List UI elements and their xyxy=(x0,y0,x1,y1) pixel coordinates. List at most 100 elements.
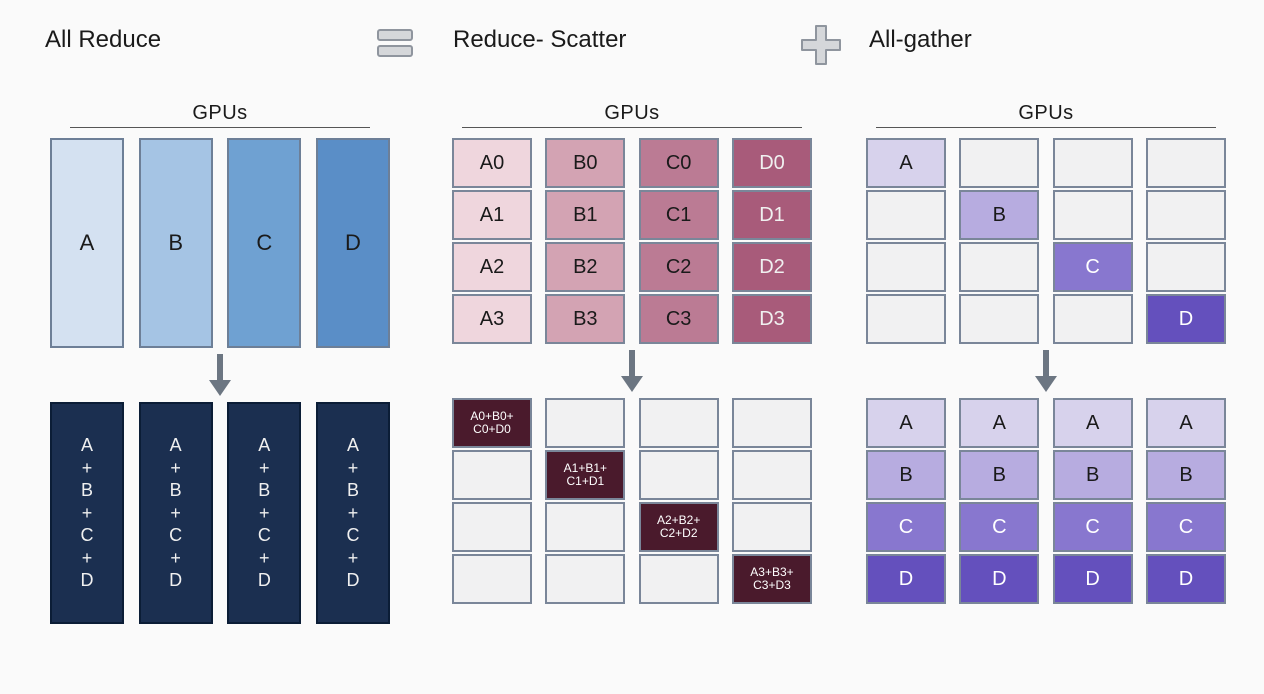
gpu-cell xyxy=(732,450,812,500)
plus-icon xyxy=(798,22,844,73)
gpu-cell: C xyxy=(866,502,946,552)
gpu-cell: A xyxy=(866,138,946,188)
gpu-cell: D3 xyxy=(732,294,812,344)
gpus-rule xyxy=(70,127,370,128)
panel-all-reduce: GPUs ABCD A + B + C + DA + B + C + DA + … xyxy=(40,102,400,624)
gpu-cell: D2 xyxy=(732,242,812,292)
gpu-cell xyxy=(545,554,625,604)
gpu-cell: A3+B3+ C3+D3 xyxy=(732,554,812,604)
reduce-scatter-output-row: A0+B0+ C0+D0 A1+B1+ C1+D1 A2+B2+ C2+D2 A3+B… xyxy=(452,398,812,604)
gpu-col: B0B1B2B3 xyxy=(545,138,625,344)
gpu-cell: D xyxy=(959,554,1039,604)
gpu-cell xyxy=(545,502,625,552)
gpu-cell: C2 xyxy=(639,242,719,292)
all-reduce-input-col: A xyxy=(50,138,124,348)
gpu-cell: A xyxy=(1053,398,1133,448)
gpu-cell: B0 xyxy=(545,138,625,188)
gpus-rule xyxy=(462,127,802,128)
gpu-col: A2+B2+ C2+D2 xyxy=(639,398,719,604)
panel-all-gather: GPUs ABCD ABCDABCDABCDABCD xyxy=(866,102,1226,604)
all-gather-output-row: ABCDABCDABCDABCD xyxy=(866,398,1226,604)
reduce-scatter-input-row: A0A1A2A3B0B1B2B3C0C1C2C3D0D1D2D3 xyxy=(452,138,812,344)
gpu-col: A xyxy=(866,138,946,344)
gpu-cell xyxy=(959,242,1039,292)
gpu-cell: B xyxy=(959,450,1039,500)
diagram-canvas: All Reduce Reduce- Scatter All-gather GP… xyxy=(0,0,1264,694)
gpu-cell: A2 xyxy=(452,242,532,292)
gpu-cell: A xyxy=(1146,398,1226,448)
all-reduce-output-row: A + B + C + DA + B + C + DA + B + C + DA… xyxy=(40,402,400,624)
gpu-cell xyxy=(1053,138,1133,188)
gpu-cell: D xyxy=(1146,554,1226,604)
gpu-cell: B xyxy=(959,190,1039,240)
gpu-col: A3+B3+ C3+D3 xyxy=(732,398,812,604)
gpus-label: GPUs xyxy=(452,102,812,125)
arrow-down-icon xyxy=(452,348,812,392)
gpu-cell: D1 xyxy=(732,190,812,240)
gpu-cell xyxy=(1146,138,1226,188)
gpu-cell: A3 xyxy=(452,294,532,344)
gpu-cell: C3 xyxy=(639,294,719,344)
gpu-cell xyxy=(639,450,719,500)
gpu-col: B xyxy=(959,138,1039,344)
gpu-cell xyxy=(452,502,532,552)
panel-reduce-scatter: GPUs A0A1A2A3B0B1B2B3C0C1C2C3D0D1D2D3 A0… xyxy=(452,102,812,604)
gpu-cell xyxy=(866,242,946,292)
gpu-cell: D xyxy=(1053,554,1133,604)
all-reduce-output-col: A + B + C + D xyxy=(227,402,301,624)
all-reduce-input-col: B xyxy=(139,138,213,348)
gpu-cell: A xyxy=(959,398,1039,448)
gpu-cell: B xyxy=(1146,450,1226,500)
gpu-cell: C1 xyxy=(639,190,719,240)
gpu-cell: A1 xyxy=(452,190,532,240)
gpu-cell xyxy=(1053,294,1133,344)
gpu-cell xyxy=(866,190,946,240)
all-reduce-input-row: ABCD xyxy=(40,138,400,348)
gpus-label: GPUs xyxy=(866,102,1226,125)
all-reduce-output-col: A + B + C + D xyxy=(139,402,213,624)
equals-icon xyxy=(372,22,418,69)
gpu-cell: A2+B2+ C2+D2 xyxy=(639,502,719,552)
gpu-cell: D xyxy=(866,554,946,604)
all-reduce-output-col: A + B + C + D xyxy=(316,402,390,624)
arrow-down-icon xyxy=(40,352,400,396)
gpu-col: ABCD xyxy=(1146,398,1226,604)
all-reduce-input-col: C xyxy=(227,138,301,348)
gpu-col: ABCD xyxy=(959,398,1039,604)
gpu-cell xyxy=(545,398,625,448)
gpu-cell xyxy=(959,294,1039,344)
gpu-col: D0D1D2D3 xyxy=(732,138,812,344)
gpu-col: ABCD xyxy=(866,398,946,604)
gpu-col: D xyxy=(1146,138,1226,344)
gpu-cell xyxy=(866,294,946,344)
gpu-cell xyxy=(732,502,812,552)
gpu-col: A1+B1+ C1+D1 xyxy=(545,398,625,604)
gpu-cell xyxy=(959,138,1039,188)
gpu-cell xyxy=(639,554,719,604)
gpu-cell xyxy=(452,450,532,500)
gpu-cell: C xyxy=(1053,502,1133,552)
gpu-cell: B3 xyxy=(545,294,625,344)
gpu-col: A0+B0+ C0+D0 xyxy=(452,398,532,604)
gpu-cell xyxy=(732,398,812,448)
all-reduce-output-col: A + B + C + D xyxy=(50,402,124,624)
gpus-label: GPUs xyxy=(40,102,400,125)
gpu-cell: B xyxy=(866,450,946,500)
gpu-cell: A0 xyxy=(452,138,532,188)
gpu-col: ABCD xyxy=(1053,398,1133,604)
title-all-gather: All-gather xyxy=(869,26,972,54)
gpu-cell: C xyxy=(959,502,1039,552)
all-gather-input-row: ABCD xyxy=(866,138,1226,344)
gpus-rule xyxy=(876,127,1216,128)
gpu-col: C xyxy=(1053,138,1133,344)
gpu-cell: A1+B1+ C1+D1 xyxy=(545,450,625,500)
gpu-cell: D xyxy=(1146,294,1226,344)
gpu-cell: B2 xyxy=(545,242,625,292)
arrow-down-icon xyxy=(866,348,1226,392)
gpu-cell: A0+B0+ C0+D0 xyxy=(452,398,532,448)
all-reduce-input-col: D xyxy=(316,138,390,348)
gpu-cell xyxy=(1146,190,1226,240)
gpu-col: C0C1C2C3 xyxy=(639,138,719,344)
gpu-cell: D0 xyxy=(732,138,812,188)
gpu-cell: B1 xyxy=(545,190,625,240)
